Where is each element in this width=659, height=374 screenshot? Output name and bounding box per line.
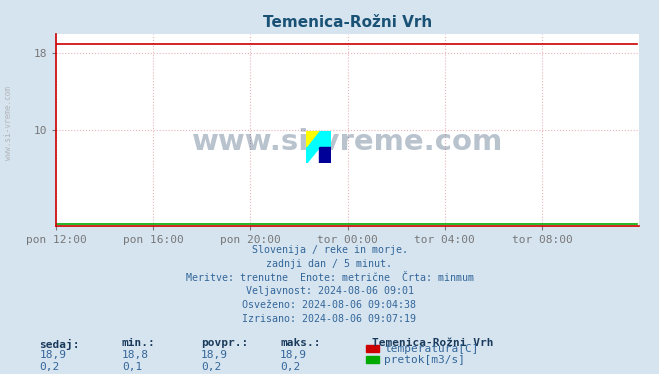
Text: 0,2: 0,2 bbox=[201, 362, 221, 372]
Text: povpr.:: povpr.: bbox=[201, 338, 248, 349]
Text: www.si-vreme.com: www.si-vreme.com bbox=[4, 86, 13, 160]
Text: maks.:: maks.: bbox=[280, 338, 320, 349]
Polygon shape bbox=[306, 131, 331, 147]
Text: 0,2: 0,2 bbox=[280, 362, 301, 372]
Text: Temenica-Rožni Vrh: Temenica-Rožni Vrh bbox=[372, 338, 494, 349]
Title: Temenica-Rožni Vrh: Temenica-Rožni Vrh bbox=[263, 15, 432, 30]
Bar bbox=[366, 356, 379, 363]
Text: 0,2: 0,2 bbox=[40, 362, 60, 372]
Bar bbox=[366, 345, 379, 352]
Text: Izrisano: 2024-08-06 09:07:19: Izrisano: 2024-08-06 09:07:19 bbox=[243, 314, 416, 324]
Polygon shape bbox=[306, 131, 319, 147]
Text: Osveženo: 2024-08-06 09:04:38: Osveženo: 2024-08-06 09:04:38 bbox=[243, 300, 416, 310]
Text: 18,9: 18,9 bbox=[280, 350, 307, 361]
Text: temperatura[C]: temperatura[C] bbox=[384, 344, 478, 354]
Text: zadnji dan / 5 minut.: zadnji dan / 5 minut. bbox=[266, 259, 393, 269]
Text: Slovenija / reke in morje.: Slovenija / reke in morje. bbox=[252, 245, 407, 255]
Text: 0,1: 0,1 bbox=[122, 362, 142, 372]
Text: min.:: min.: bbox=[122, 338, 156, 349]
Polygon shape bbox=[319, 147, 331, 163]
Text: pretok[m3/s]: pretok[m3/s] bbox=[384, 355, 465, 365]
Polygon shape bbox=[306, 131, 319, 147]
Text: Meritve: trenutne  Enote: metrične  Črta: minmum: Meritve: trenutne Enote: metrične Črta: … bbox=[185, 273, 474, 283]
Polygon shape bbox=[306, 131, 319, 147]
Text: sedaj:: sedaj: bbox=[40, 338, 80, 349]
Text: 18,8: 18,8 bbox=[122, 350, 149, 361]
Polygon shape bbox=[306, 147, 319, 163]
Text: 18,9: 18,9 bbox=[201, 350, 228, 361]
Text: www.si-vreme.com: www.si-vreme.com bbox=[192, 128, 503, 156]
Text: 18,9: 18,9 bbox=[40, 350, 67, 361]
Text: Veljavnost: 2024-08-06 09:01: Veljavnost: 2024-08-06 09:01 bbox=[246, 286, 413, 297]
